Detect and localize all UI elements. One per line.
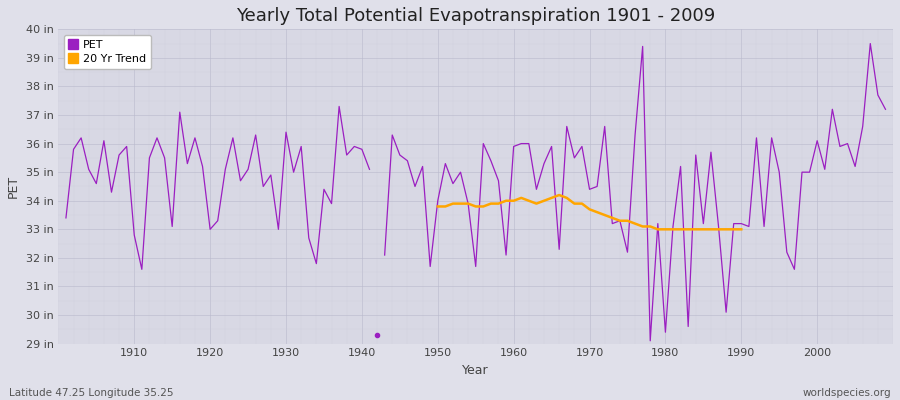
Title: Yearly Total Potential Evapotranspiration 1901 - 2009: Yearly Total Potential Evapotranspiratio… — [236, 7, 716, 25]
Text: Latitude 47.25 Longitude 35.25: Latitude 47.25 Longitude 35.25 — [9, 388, 174, 398]
Text: worldspecies.org: worldspecies.org — [803, 388, 891, 398]
X-axis label: Year: Year — [463, 364, 489, 377]
Y-axis label: PET: PET — [7, 175, 20, 198]
Legend: PET, 20 Yr Trend: PET, 20 Yr Trend — [64, 35, 151, 69]
